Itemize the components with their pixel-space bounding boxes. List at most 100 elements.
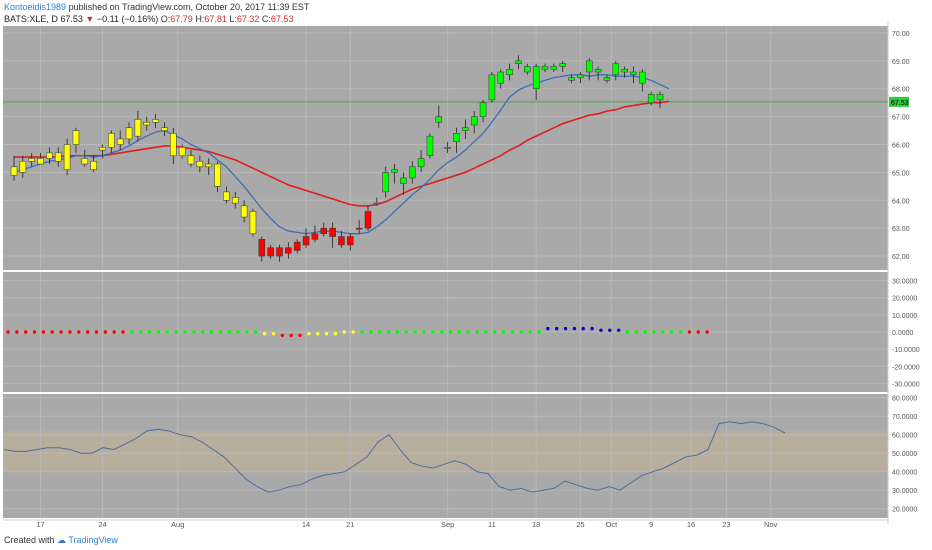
candle-body [382, 172, 389, 193]
oscillator-dot [581, 326, 585, 331]
oscillator-dot [439, 330, 444, 334]
candle-body [55, 152, 62, 162]
candle-body [19, 160, 27, 173]
candle-body [152, 119, 159, 123]
oscillator-dot [519, 330, 523, 334]
oscillator-dot [528, 330, 532, 334]
publish-line: Kontoeidis1989 published on TradingView.… [4, 2, 309, 12]
oscillator-dot [696, 330, 700, 334]
oscillator-dot [422, 330, 426, 334]
candle-body [488, 74, 496, 101]
candle-body [647, 94, 655, 103]
candle-body [232, 197, 239, 204]
oscillator-dot [608, 328, 612, 332]
candle-body [409, 166, 416, 179]
oscillator-dot [236, 330, 240, 334]
oscillator-dot [475, 330, 479, 334]
candle-body [426, 135, 434, 156]
oscillator-dot [484, 330, 488, 334]
candle-body [364, 211, 372, 229]
y-tick-label: -10.0000 [892, 347, 920, 354]
candle-body [108, 133, 115, 148]
candle-body [81, 158, 89, 165]
x-tick-label: Sep [441, 520, 454, 529]
oscillator-dot [378, 330, 382, 334]
candle-body [63, 144, 71, 170]
y-tick-label: 62.00 [892, 254, 910, 261]
tradingview-brand[interactable]: TradingView [68, 535, 118, 545]
candle-body [311, 233, 319, 240]
candle-body [612, 63, 620, 76]
published-text: published on TradingView.com, October 20… [68, 2, 310, 12]
oscillator-dot [599, 328, 603, 332]
candle-body [453, 133, 460, 142]
oscillator-dot [625, 330, 630, 334]
candle-body [462, 127, 469, 131]
oscillator-dot [201, 330, 205, 334]
candle-body [568, 77, 575, 81]
oscillator-dot [616, 328, 621, 332]
x-tick-label: 21 [346, 520, 354, 529]
oscillator-dot [333, 332, 338, 336]
close-value: 67.53 [270, 14, 294, 24]
oscillator-dot [59, 330, 63, 334]
y-tick-label: 69.00 [892, 59, 910, 66]
candle-body [293, 241, 301, 251]
y-tick-label: -30.0000 [892, 381, 920, 388]
oscillator-dot [298, 333, 302, 338]
y-tick-label: 50.0000 [892, 451, 917, 458]
oscillator-dot [493, 330, 497, 334]
oscillator-dot [413, 330, 417, 334]
y-tick-label: 10.0000 [892, 313, 917, 320]
ema-long-line [14, 100, 670, 207]
oscillator-dot [351, 330, 355, 334]
high-label: H: [195, 14, 205, 24]
x-tick-label: 11 [488, 520, 496, 529]
oscillator-dot [678, 330, 683, 334]
oscillator-dot [50, 330, 54, 334]
candle-body [391, 169, 398, 173]
x-tick-label: 17 [36, 520, 44, 529]
candle-body [497, 71, 504, 84]
author-link[interactable]: Kontoeidis1989 [4, 2, 67, 12]
candle-body [205, 163, 212, 168]
pane-background [3, 394, 888, 518]
candle-body [586, 60, 593, 73]
candle-body [515, 60, 522, 64]
y-tick-label: 80.0000 [892, 396, 917, 403]
y-tick-label: 30.0000 [892, 279, 917, 286]
open-label: O: [160, 14, 171, 24]
down-arrow-icon: ▼ [85, 14, 95, 24]
candle-body [373, 202, 381, 205]
oscillator-dot [563, 326, 568, 331]
x-tick-label: Nov [764, 520, 778, 529]
candle-body [249, 211, 257, 234]
oscillator-dot [183, 330, 187, 334]
candle-body [435, 116, 443, 123]
candle-body [134, 119, 142, 137]
oscillator-dot [687, 330, 692, 334]
candle-body [37, 158, 44, 165]
candle-body [603, 77, 611, 81]
oscillator-dot [501, 330, 506, 334]
oscillator-dot [24, 330, 28, 334]
candle-body [178, 147, 186, 156]
candle-body [347, 236, 354, 246]
oscillator-dot [369, 330, 373, 334]
y-tick-label: 64.00 [892, 198, 910, 205]
y-tick-label: 67.00 [892, 115, 910, 122]
y-tick-label: 66.00 [892, 143, 910, 150]
candle-body [10, 166, 18, 176]
oscillator-dot [32, 330, 37, 334]
oscillator-dot [209, 330, 214, 334]
oscillator-dot [342, 330, 346, 334]
candle-body [444, 147, 451, 149]
oscillator-dot [324, 332, 329, 336]
oscillator-dot [271, 332, 276, 336]
oscillator-dot [307, 332, 311, 336]
high-value: 67.81 [204, 14, 227, 24]
candle-body [28, 158, 35, 162]
candle-body [506, 68, 513, 76]
y-tick-label: 0.0000 [892, 330, 914, 337]
